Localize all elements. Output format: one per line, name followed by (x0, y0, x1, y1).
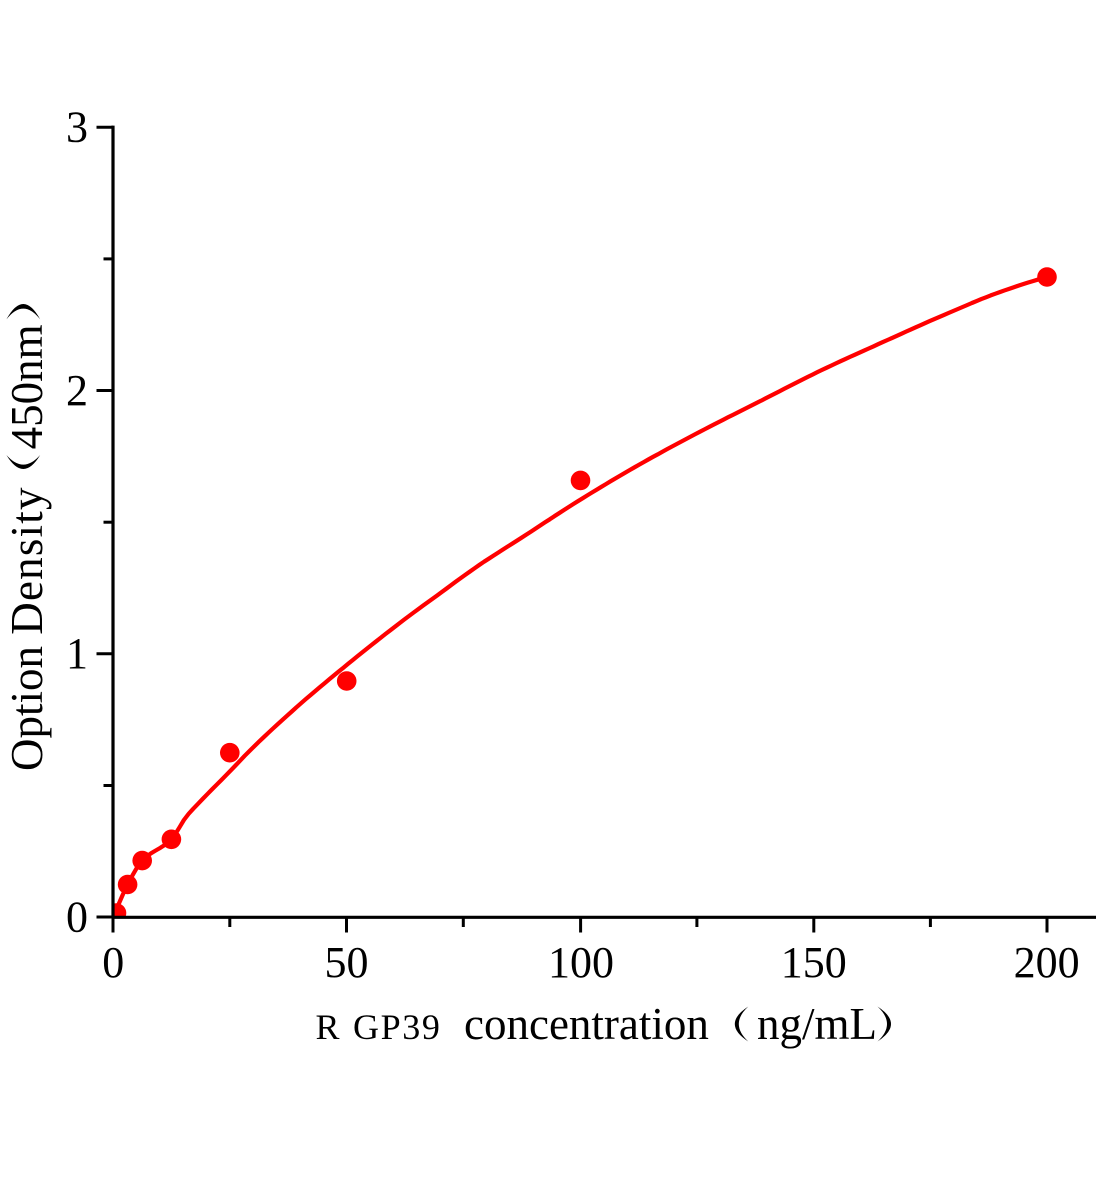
svg-text:GP39: GP39 (353, 1007, 441, 1047)
svg-text:0: 0 (102, 938, 124, 987)
svg-text:concentration: concentration (464, 999, 709, 1049)
svg-text:1: 1 (66, 629, 88, 678)
svg-text:R: R (316, 1007, 340, 1047)
svg-text:3: 3 (66, 103, 88, 152)
svg-text:100: 100 (548, 938, 614, 987)
svg-text:Option Density450nm: Option Density450nm (2, 324, 52, 771)
svg-text:2: 2 (66, 366, 88, 415)
svg-text:50: 50 (325, 938, 369, 987)
svg-text:150: 150 (781, 938, 847, 987)
svg-text:0: 0 (66, 892, 88, 941)
svg-text:ng/mL: ng/mL (757, 999, 877, 1049)
svg-text:200: 200 (1014, 938, 1080, 987)
